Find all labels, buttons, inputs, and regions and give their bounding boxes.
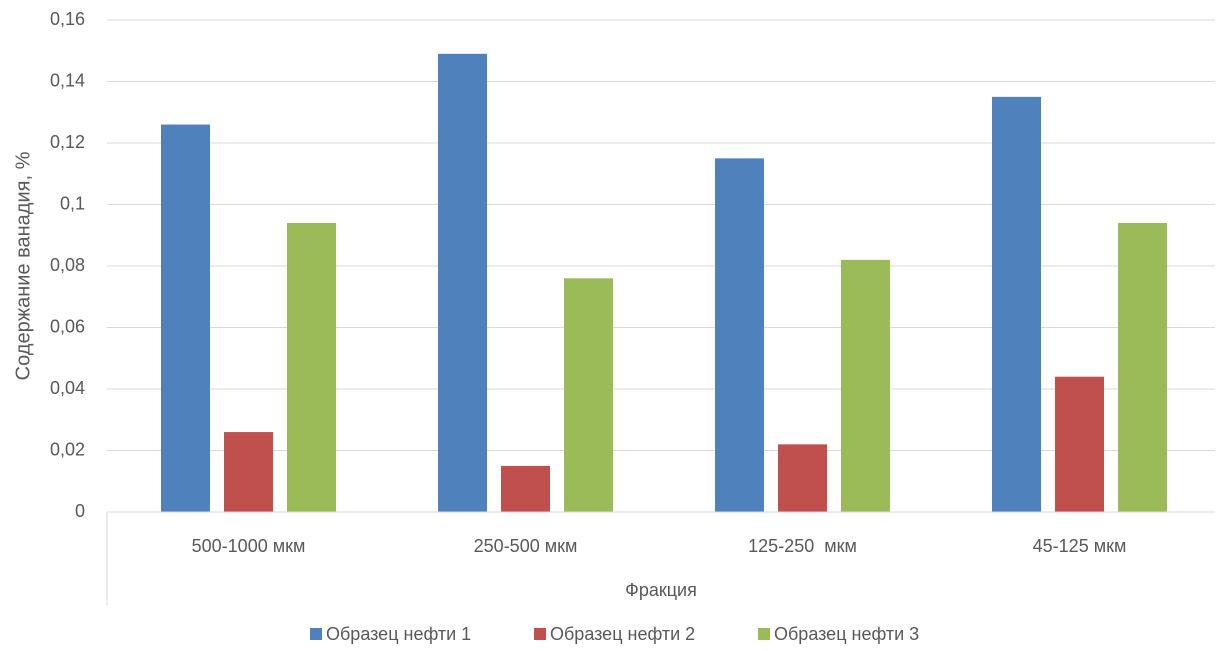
- legend-label: Образец нефти 3: [774, 624, 919, 644]
- bar: [224, 432, 273, 512]
- bar: [715, 158, 764, 512]
- y-axis-label: Содержание ванадия, %: [12, 151, 34, 380]
- x-tick-label: 250-500 мкм: [474, 536, 578, 556]
- bar: [1055, 376, 1104, 512]
- bar: [778, 444, 827, 512]
- bar: [287, 222, 336, 512]
- y-tick-label: 0,14: [50, 70, 85, 90]
- legend-swatch: [310, 628, 322, 640]
- legend-swatch: [758, 628, 770, 640]
- bar: [161, 124, 210, 513]
- x-tick-label: 45-125 мкм: [1033, 536, 1127, 556]
- y-tick-label: 0,12: [50, 132, 85, 152]
- x-axis-label: Фракция: [625, 580, 697, 600]
- y-tick-label: 0,02: [50, 439, 85, 459]
- y-tick-label: 0: [75, 501, 85, 521]
- legend-label: Образец нефти 1: [326, 624, 471, 644]
- bar: [501, 465, 550, 512]
- y-tick-label: 0,1: [60, 193, 85, 213]
- legend-swatch: [534, 628, 546, 640]
- bar: [564, 278, 613, 512]
- y-tick-label: 0,16: [50, 9, 85, 29]
- y-tick-label: 0,04: [50, 378, 85, 398]
- bar: [841, 259, 890, 512]
- legend-label: Образец нефти 2: [550, 624, 695, 644]
- y-tick-label: 0,08: [50, 255, 85, 275]
- x-tick-label: 125-250 мкм: [748, 536, 857, 556]
- bar: [992, 96, 1041, 512]
- y-tick-label: 0,06: [50, 316, 85, 336]
- bar: [438, 53, 487, 512]
- x-tick-label: 500-1000 мкм: [192, 536, 306, 556]
- bar: [1118, 222, 1167, 512]
